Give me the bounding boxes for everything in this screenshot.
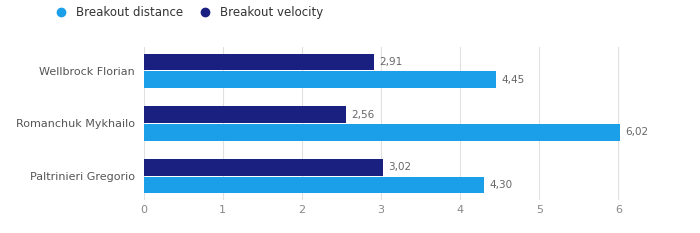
Bar (144, 54, 374, 70)
Text: 4,45: 4,45 (501, 75, 524, 85)
Bar (144, 124, 620, 141)
Text: 2,56: 2,56 (351, 110, 375, 120)
Legend: Breakout distance, Breakout velocity: Breakout distance, Breakout velocity (49, 6, 323, 19)
Bar (144, 177, 484, 193)
Bar (144, 106, 346, 123)
Bar (144, 72, 496, 88)
Text: 3,02: 3,02 (388, 162, 411, 172)
Bar (144, 159, 382, 175)
Text: 4,30: 4,30 (489, 180, 512, 190)
Text: 6,02: 6,02 (626, 127, 649, 137)
Text: 2,91: 2,91 (379, 57, 402, 67)
